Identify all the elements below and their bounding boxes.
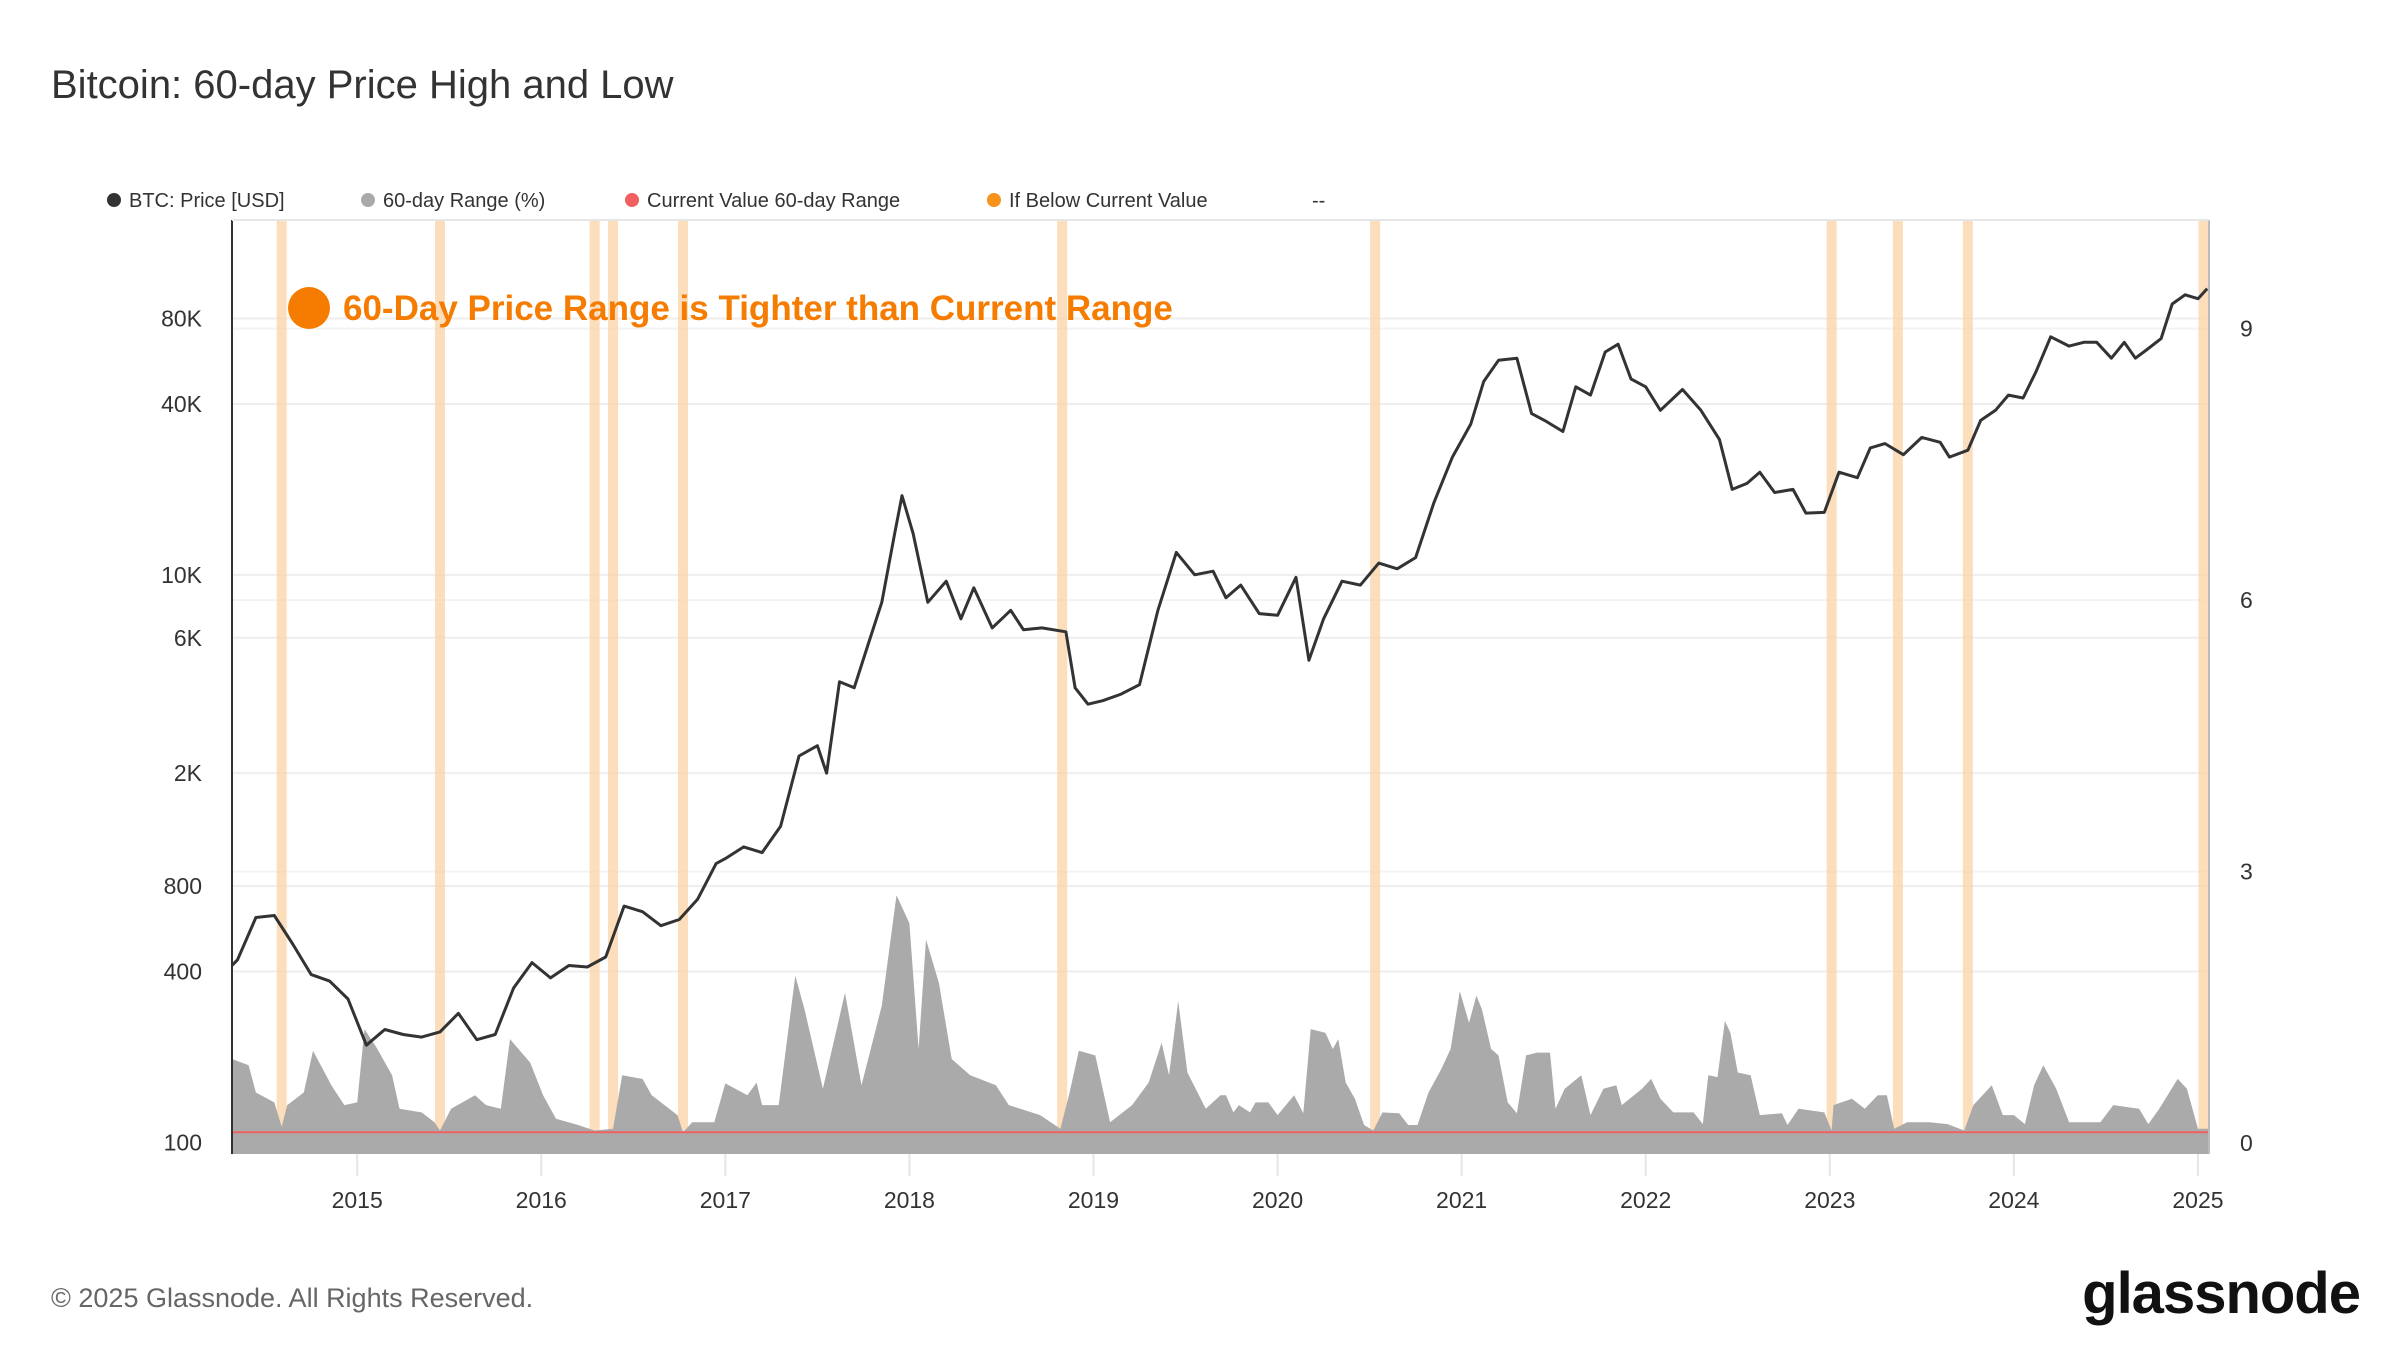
left-tick-label: 6K (174, 625, 203, 651)
x-tick-label: 2020 (1252, 1187, 1303, 1213)
below-current-band (435, 220, 446, 1154)
left-tick-label: 10K (161, 562, 203, 588)
x-tick-label: 2025 (2172, 1187, 2223, 1213)
left-tick-label: 800 (164, 873, 202, 899)
x-tick-label: 2019 (1068, 1187, 1119, 1213)
legend-dot-icon (107, 193, 121, 207)
legend-item: BTC: Price [USD] (129, 190, 285, 212)
below-current-band (1962, 220, 1973, 1154)
x-tick-label: 2015 (332, 1187, 383, 1213)
left-tick-label: 40K (161, 391, 203, 417)
below-current-band (589, 220, 600, 1154)
annotation-text: 60-Day Price Range is Tighter than Curre… (343, 289, 1173, 328)
below-current-band (1370, 220, 1381, 1154)
legend-dot-icon (987, 193, 1001, 207)
right-tick-label: 0 (2240, 1130, 2253, 1156)
gridlines (232, 317, 2209, 1145)
legend-item: 60-day Range (%) (383, 190, 545, 212)
left-tick-label: 80K (161, 306, 203, 332)
right-tick-label: 3 (2240, 859, 2253, 885)
below-current-band (1892, 220, 1903, 1154)
copyright-footer: © 2025 Glassnode. All Rights Reserved. (51, 1283, 533, 1313)
x-tick-label: 2018 (884, 1187, 935, 1213)
legend-item: If Below Current Value (1009, 190, 1208, 212)
x-axis-ticks: 2015 2016 2017 2018 2019 2020 2021 2022 2023 2024… (332, 1154, 2224, 1213)
glassnode-logo: glassnode (2082, 1261, 2360, 1326)
right-tick-label: 9 (2240, 316, 2253, 342)
below-current-bands (276, 220, 2209, 1154)
left-tick-label: 2K (174, 760, 203, 786)
x-tick-label: 2024 (1988, 1187, 2039, 1213)
legend-dot-icon (625, 193, 639, 207)
annotation-dot-icon (288, 287, 330, 329)
below-current-band (1057, 220, 1068, 1154)
x-tick-label: 2021 (1436, 1187, 1487, 1213)
legend-item: Current Value 60-day Range (647, 190, 900, 212)
legend: BTC: Price [USD] 60-day Range (%) Current … (107, 190, 1325, 212)
left-tick-label: 100 (164, 1129, 202, 1155)
x-tick-label: 2017 (700, 1187, 751, 1213)
x-tick-label: 2022 (1620, 1187, 1671, 1213)
chart-title: Bitcoin: 60-day Price High and Low (51, 63, 674, 107)
below-current-band (608, 220, 619, 1154)
left-axis-ticks: 80K 40K 10K 6K 2K 800 400 100 (161, 306, 203, 1156)
right-tick-label: 6 (2240, 587, 2253, 613)
left-tick-label: 400 (164, 959, 202, 985)
below-current-band (276, 220, 287, 1154)
x-tick-label: 2023 (1804, 1187, 1855, 1213)
legend-item: -- (1312, 190, 1325, 212)
right-axis-ticks: 0 3 6 9 (2240, 316, 2253, 1157)
below-current-band (2198, 220, 2209, 1154)
below-current-band (677, 220, 688, 1154)
legend-dot-icon (361, 193, 375, 207)
price-line-series (230, 287, 2209, 1047)
range-area-series (232, 895, 2209, 1154)
below-current-band (1826, 220, 1837, 1154)
x-tick-label: 2016 (516, 1187, 567, 1213)
